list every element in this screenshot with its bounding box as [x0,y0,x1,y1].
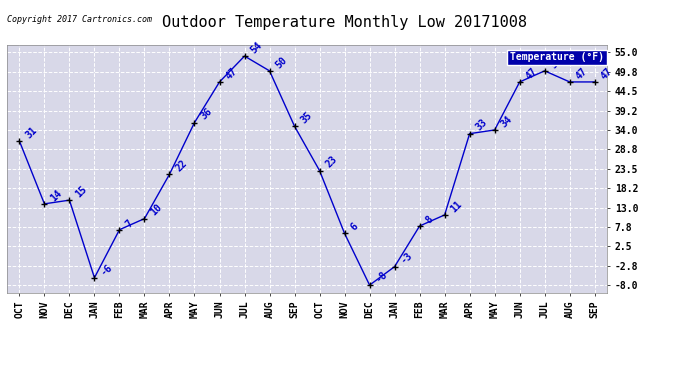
Text: 35: 35 [299,110,314,126]
Text: 6: 6 [348,221,360,232]
Text: 36: 36 [199,106,214,122]
Text: 47: 47 [524,66,539,81]
Text: 33: 33 [474,117,489,133]
Text: 31: 31 [23,125,39,140]
Text: 10: 10 [148,202,164,218]
Text: 47: 47 [574,66,589,81]
Text: -8: -8 [374,269,389,284]
Text: 11: 11 [448,199,464,214]
Text: 50: 50 [549,55,564,70]
Text: 50: 50 [274,55,289,70]
Text: 15: 15 [74,184,89,200]
Text: Copyright 2017 Cartronics.com: Copyright 2017 Cartronics.com [7,15,152,24]
Text: -6: -6 [99,262,114,277]
Text: Outdoor Temperature Monthly Low 20171008: Outdoor Temperature Monthly Low 20171008 [163,15,527,30]
Text: 54: 54 [248,40,264,55]
Text: 22: 22 [174,158,189,174]
Text: 47: 47 [599,66,614,81]
Text: Temperature (°F): Temperature (°F) [510,53,604,62]
Text: 23: 23 [324,154,339,170]
Text: -3: -3 [399,251,414,266]
Text: 34: 34 [499,114,514,129]
Text: 14: 14 [48,188,64,203]
Text: 47: 47 [224,66,239,81]
Text: 7: 7 [124,218,135,229]
Text: 8: 8 [424,214,435,225]
